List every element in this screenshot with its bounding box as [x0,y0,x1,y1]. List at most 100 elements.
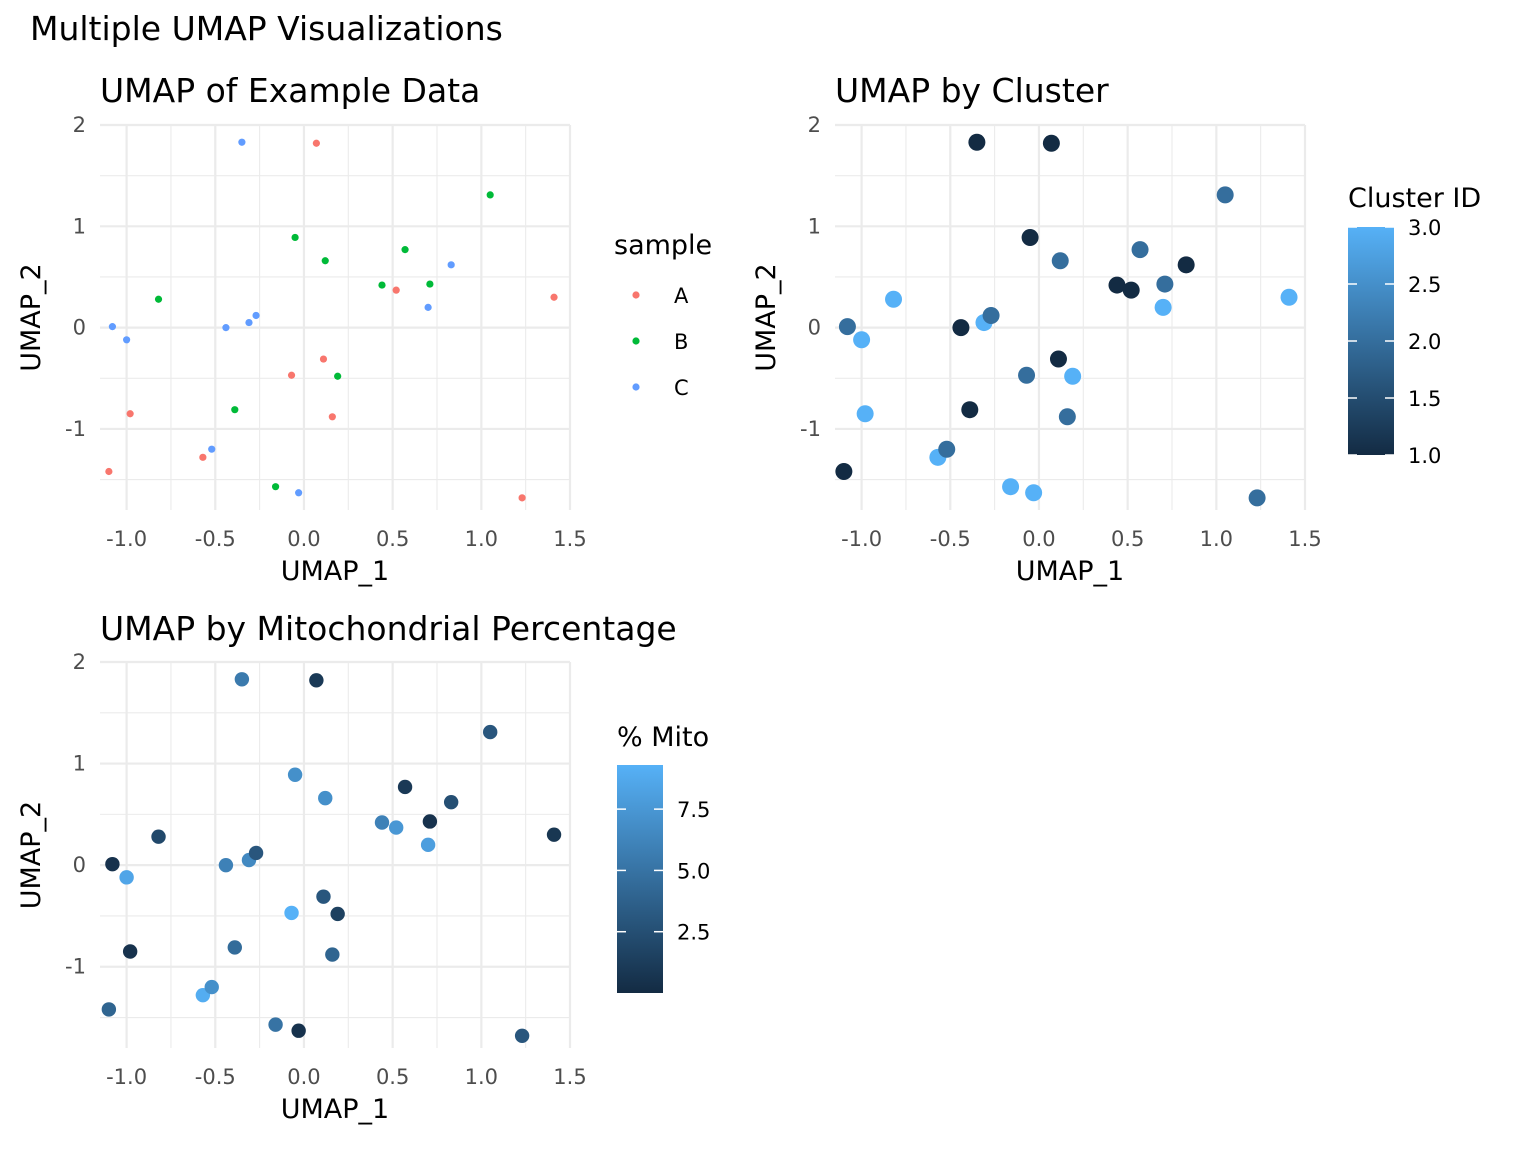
data-point [424,303,432,311]
data-point [486,191,494,199]
colorbar-label: 2.5 [677,921,710,945]
y-tick-label: 2 [73,650,86,674]
data-point [420,837,436,853]
data-point [151,829,166,844]
data-point [330,906,345,922]
data-point [319,355,328,363]
y-axis-title: UMAP_2 [16,801,47,910]
data-point [853,331,871,349]
figure-title: Multiple UMAP Visualizations [30,9,503,48]
data-point [208,445,216,453]
legend: Cluster ID 1.0 1.5 2.0 2.5 3.0 [1348,183,1481,468]
data-point [119,870,134,885]
y-tick-label: 0 [73,316,86,340]
data-point [1154,298,1172,316]
data-point [234,672,250,687]
data-point [1248,489,1266,507]
data-point [1021,228,1039,246]
y-tick-label: -1 [800,417,821,441]
data-point [885,290,903,308]
data-point [291,1023,306,1038]
data-point [482,724,498,740]
data-point [268,1017,283,1032]
x-tick-label: 0.5 [376,1065,409,1089]
data-point [982,306,1000,324]
data-point [252,311,260,320]
data-point [238,138,246,146]
data-point [334,372,342,380]
x-tick-label: 0.5 [1111,527,1144,551]
x-tick-label: 0.0 [287,1065,320,1089]
panel-umap-cluster: UMAP by Cluster -1.0 -0.5 0.0 0.5 1.0 1.5 -1 0 1 2… [751,71,1481,587]
panel-umap-mito: UMAP by Mitochondrial Percentage -1.0 -0.5… [16,609,710,1125]
data-point [271,483,280,491]
data-point [392,286,400,294]
data-point [248,845,264,861]
y-tick-label: -1 [65,417,86,441]
data-point [514,1028,530,1044]
x-tick-label: 0.0 [1022,527,1055,551]
points [101,672,562,1044]
x-axis-title: UMAP_1 [281,556,390,587]
data-point [204,979,219,995]
legend-key [632,383,640,391]
legend-title: Cluster ID [1348,183,1481,214]
data-point [123,336,131,344]
panel-title: UMAP by Cluster [835,71,1109,110]
data-point [388,820,404,835]
data-point [518,494,526,502]
data-point [422,814,438,829]
data-point [231,406,239,414]
points [105,138,558,502]
data-point [309,673,324,688]
data-point [101,1002,117,1017]
data-point [245,318,253,327]
x-tick-label: 1.5 [1288,527,1321,551]
x-tick-label: 1.5 [553,527,586,551]
x-tick-label: -1.0 [106,527,147,551]
grid [835,123,1307,510]
data-point [550,293,558,301]
data-point [401,246,409,254]
data-point [1002,478,1020,496]
legend-key [632,291,640,299]
colorbar [617,765,663,993]
data-point [321,257,329,265]
data-point [227,940,242,955]
x-axis-title: UMAP_1 [281,1094,390,1125]
data-point [312,139,320,147]
panel-title: UMAP by Mitochondrial Percentage [100,609,677,648]
x-tick-label: 0.0 [287,527,320,551]
grid [100,123,572,510]
data-point [838,318,856,336]
grid [100,660,572,1048]
colorbar-label: 2.0 [1408,330,1441,354]
x-tick-label: -0.5 [195,1065,236,1089]
data-point [1025,484,1043,502]
legend: % Mito 2.5 5.0 7.5 [617,722,710,993]
y-tick-label: -1 [65,955,86,979]
data-point [316,889,331,904]
data-point [1058,408,1076,426]
legend-label: B [674,330,688,354]
y-tick-label: 0 [808,316,821,340]
data-point [938,440,956,458]
legend-label: A [674,284,689,308]
data-point [1131,241,1149,259]
panel-title: UMAP of Example Data [100,71,480,110]
y-tick-label: 2 [808,113,821,137]
data-point [1108,276,1126,294]
data-point [1177,256,1195,274]
colorbar-label: 5.0 [677,859,710,883]
data-point [287,767,303,782]
data-point [328,413,336,421]
y-tick-label: 2 [73,113,86,137]
data-point [1018,366,1036,384]
data-point [126,410,134,418]
data-point [1156,275,1174,293]
colorbar-label: 1.5 [1408,387,1441,411]
data-point [447,261,455,269]
legend-title: sample [614,230,712,261]
data-point [443,794,459,810]
